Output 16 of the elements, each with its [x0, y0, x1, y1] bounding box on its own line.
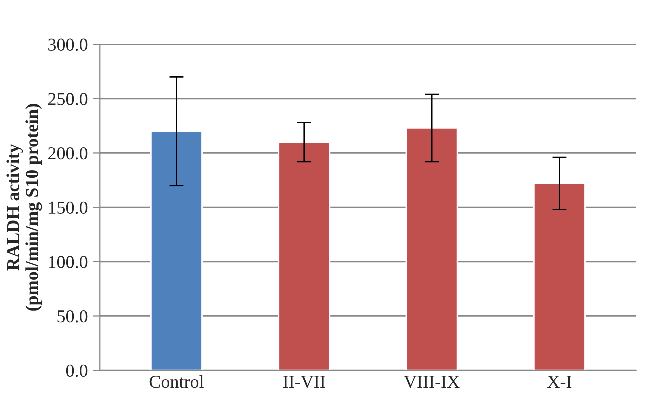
x-tick-label: Control	[150, 375, 204, 388]
bar	[406, 128, 458, 371]
y-tick-label: 150.0	[49, 202, 88, 214]
y-tick-label: 50.0	[58, 310, 88, 323]
bar	[533, 182, 586, 371]
x-tick-label: VIII-IX	[404, 376, 460, 388]
x-tick-label: X-I	[548, 376, 572, 388]
bar	[150, 130, 203, 371]
bar	[278, 142, 331, 371]
y-tick-label: 200.0	[48, 147, 88, 160]
y-tick-label: 250.0	[48, 93, 88, 106]
y-tick-label: 300.0	[48, 38, 88, 52]
y-tick-label: 0.0	[66, 364, 88, 378]
y-tick-label: 100.0	[49, 256, 88, 268]
x-tick-label: II-VII	[283, 376, 326, 388]
y-axis-title: RALDH activity (pmol/min/mg S10 protein)	[6, 104, 42, 311]
